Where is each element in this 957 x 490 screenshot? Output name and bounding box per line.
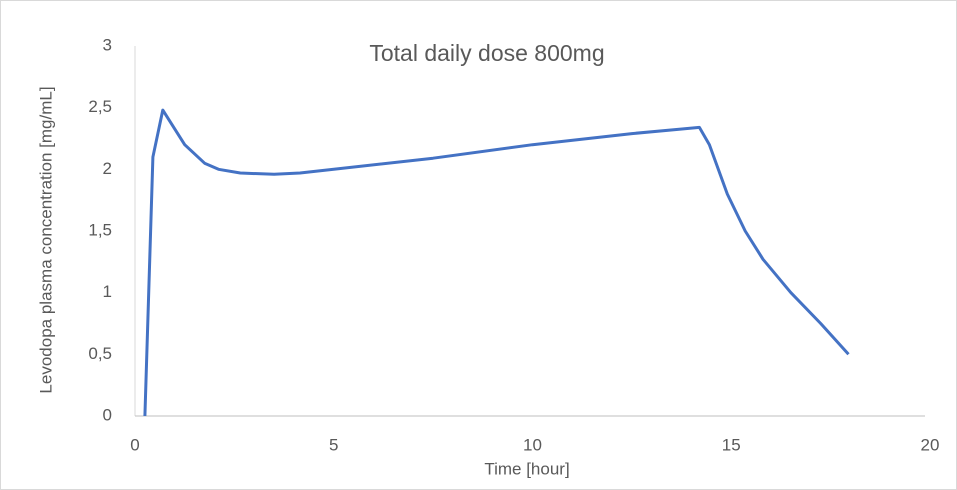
x-tick-label: 5 [329, 435, 338, 454]
y-axis-label: Levodopa plasma concentration [mg/mL] [36, 86, 55, 393]
y-tick-label: 3 [103, 35, 112, 54]
y-tick-label: 0,5 [88, 344, 112, 363]
y-tick-label: 1,5 [88, 220, 112, 239]
y-tick-label: 2,5 [88, 97, 112, 116]
x-tick-label: 10 [523, 435, 542, 454]
y-tick-label: 0 [103, 405, 112, 424]
x-axis-label: Time [hour] [484, 459, 569, 478]
y-tick-label: 1 [103, 282, 112, 301]
x-tick-label: 20 [921, 435, 940, 454]
x-tick-label: 15 [722, 435, 741, 454]
data-line [143, 108, 850, 417]
x-tick-label: 0 [130, 435, 139, 454]
chart-title: Total daily dose 800mg [369, 40, 604, 66]
y-tick-label: 2 [103, 159, 112, 178]
